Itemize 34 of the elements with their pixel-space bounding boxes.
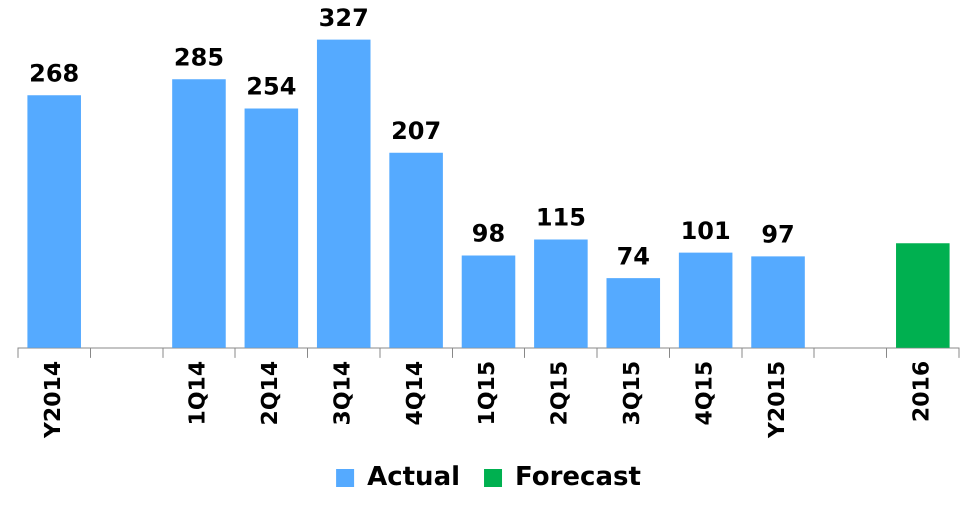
x-tick-label: 4Q15 <box>692 360 718 426</box>
x-tick-label: 2016 <box>910 360 935 422</box>
x-tick-label: 3Q15 <box>620 360 645 426</box>
x-tick-label: Y2014 <box>40 360 66 440</box>
x-tick-label: 1Q15 <box>475 360 500 426</box>
x-tick-label: Y2015 <box>764 360 790 440</box>
bar <box>896 243 950 348</box>
data-label: 97 <box>761 220 795 249</box>
bar <box>316 40 371 348</box>
x-tick-label: 4Q14 <box>402 360 428 426</box>
bar <box>751 256 805 348</box>
bar <box>462 255 516 348</box>
x-tick-label: 3Q14 <box>330 360 356 426</box>
legend-label: Actual <box>367 462 460 492</box>
bar <box>172 79 226 348</box>
data-label: 115 <box>536 204 586 232</box>
bar <box>678 252 732 348</box>
data-label: 268 <box>29 60 80 88</box>
x-tick-label: 2Q15 <box>548 360 573 426</box>
bar <box>534 239 588 348</box>
data-label: 98 <box>472 220 506 248</box>
bar <box>606 278 660 348</box>
data-label: 207 <box>391 116 442 145</box>
legend-label: Forecast <box>515 462 641 492</box>
bar <box>27 95 81 348</box>
data-label: 327 <box>318 4 369 32</box>
x-tick-label: 1Q14 <box>186 360 211 426</box>
data-label: 74 <box>616 242 650 270</box>
bar <box>389 152 443 348</box>
bar <box>244 108 298 348</box>
x-tick-label: 2Q14 <box>258 360 284 426</box>
data-label: 254 <box>246 72 296 101</box>
data-label: 101 <box>680 216 731 245</box>
data-label: 285 <box>174 43 224 72</box>
